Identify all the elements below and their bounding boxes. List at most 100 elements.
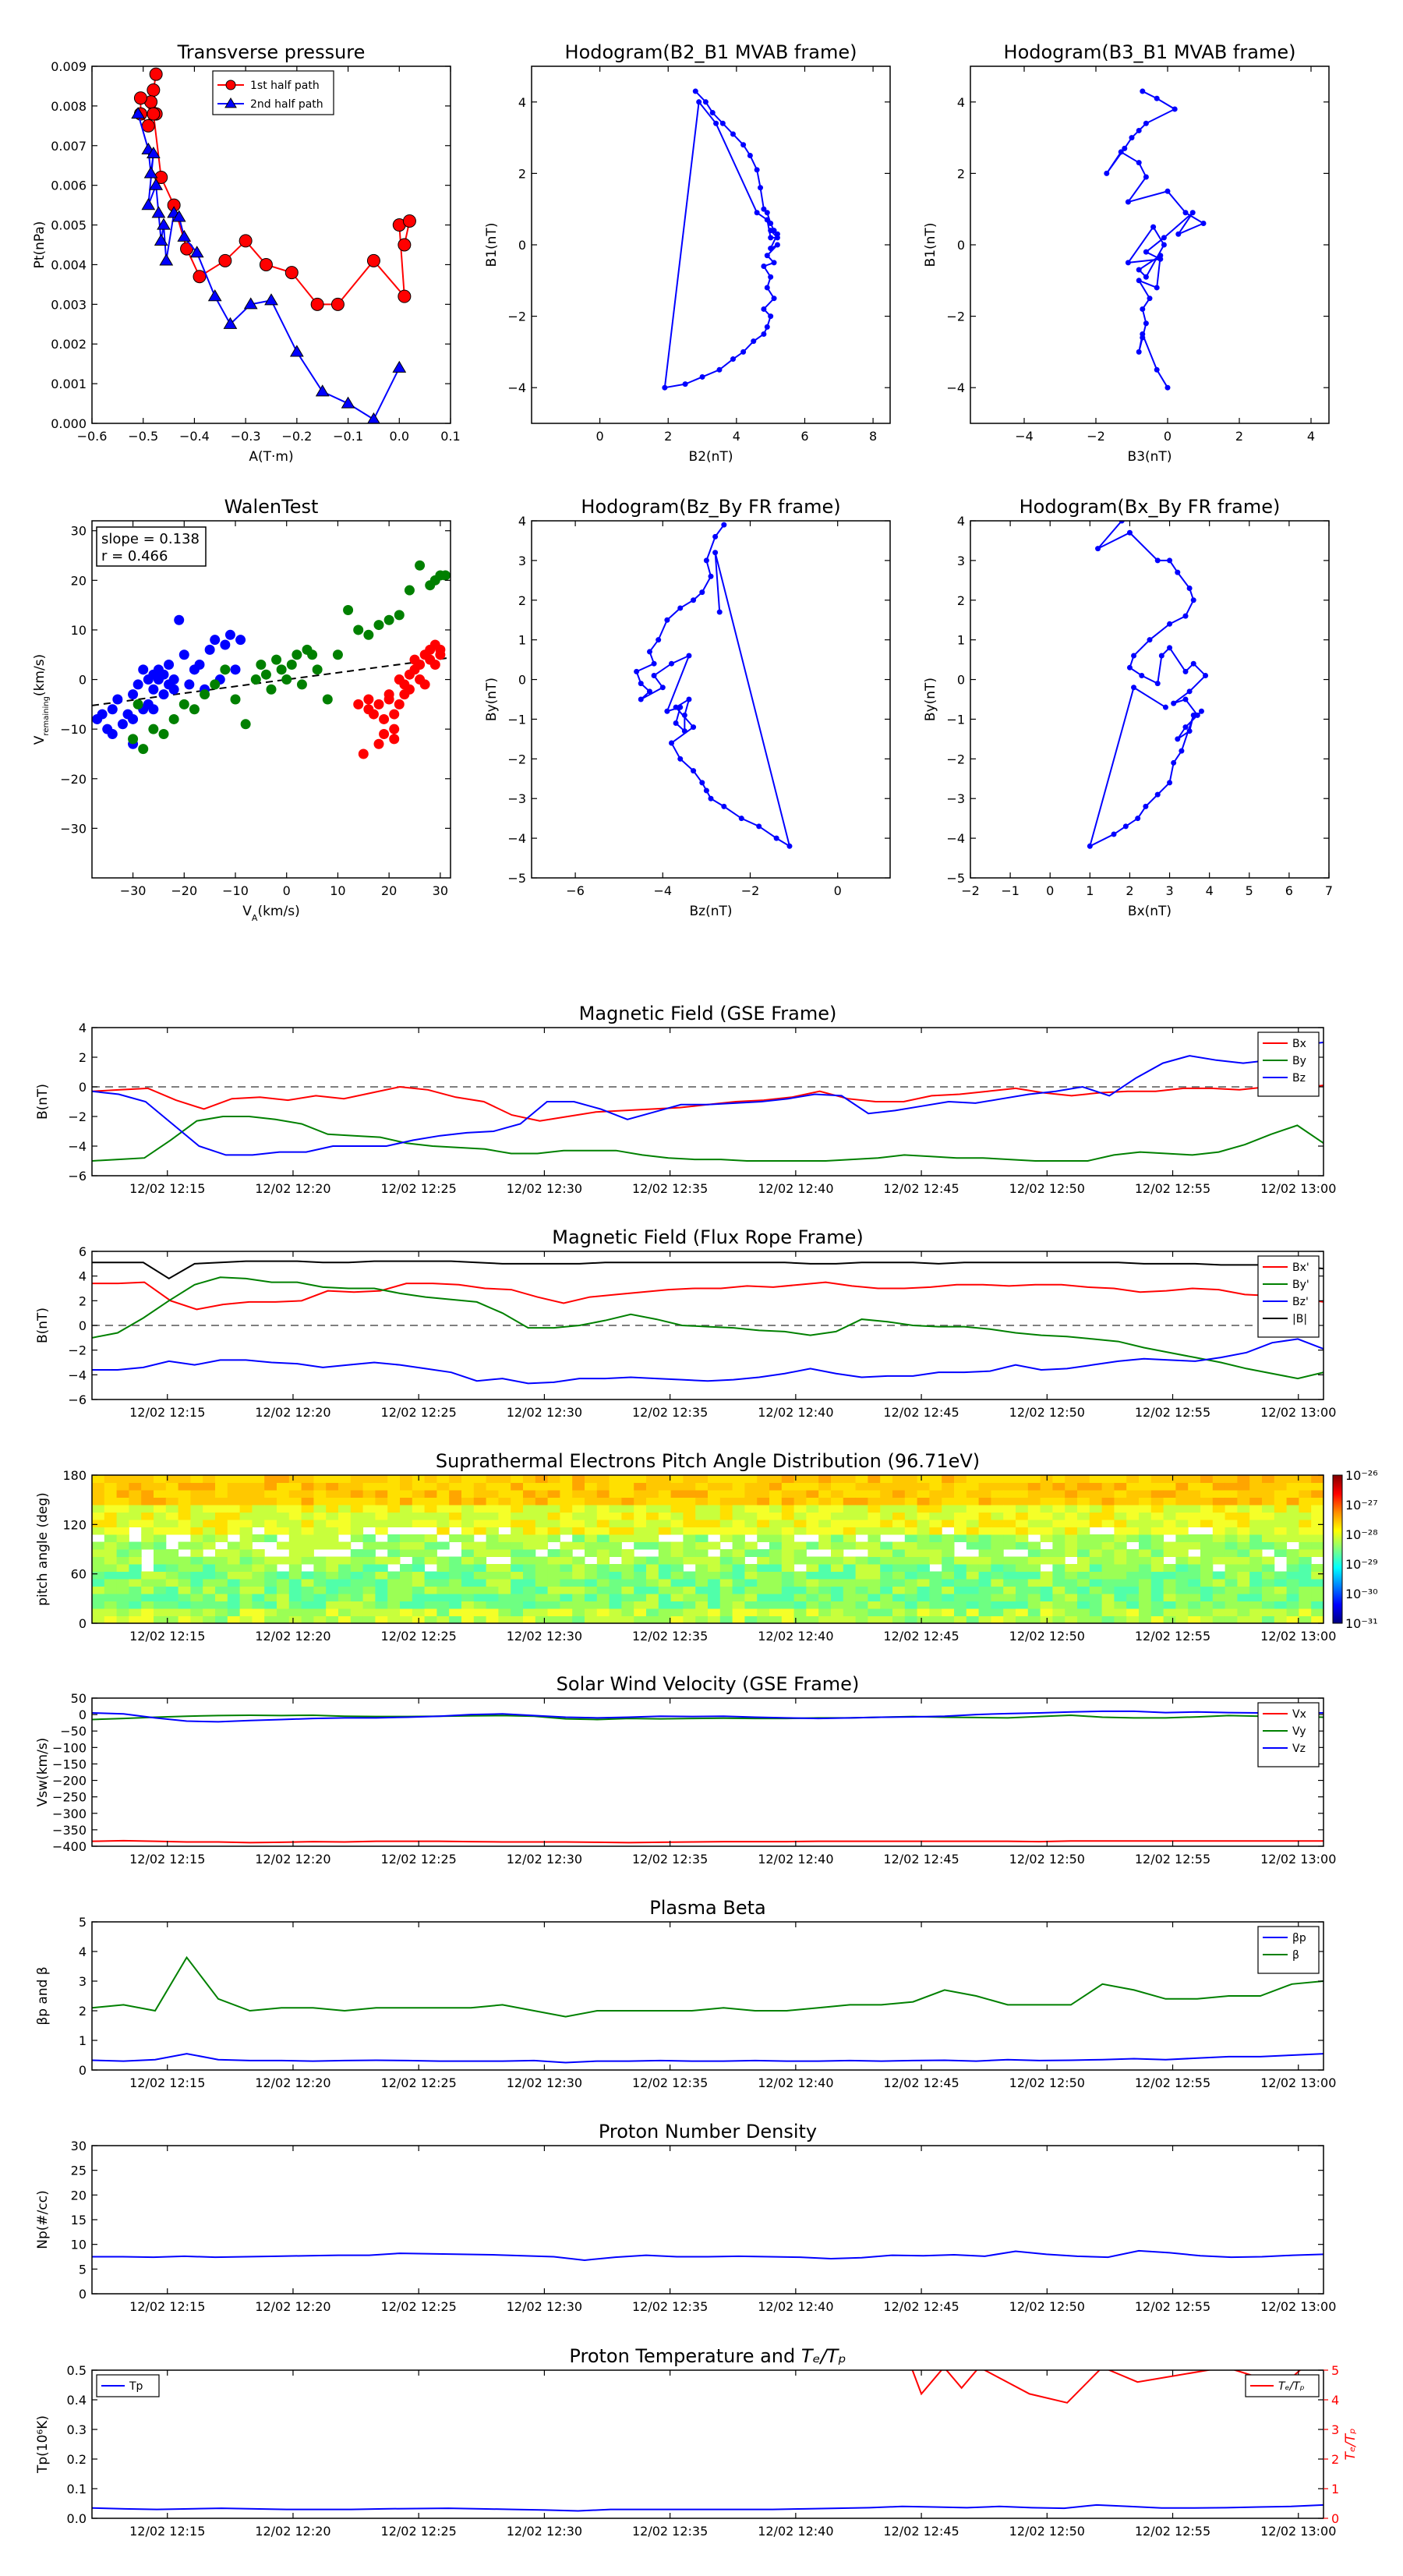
heatmap-cell xyxy=(929,1608,942,1616)
heatmap-cell xyxy=(609,1586,622,1594)
data-point xyxy=(148,704,159,715)
heatmap-cell xyxy=(288,1490,302,1498)
heatmap-cell xyxy=(1016,1608,1029,1616)
heatmap-cell xyxy=(991,1482,1004,1491)
heatmap-cell xyxy=(966,1601,980,1609)
heatmap-cell xyxy=(695,1475,709,1483)
heatmap-cell xyxy=(1311,1586,1323,1594)
heatmap-cell xyxy=(1225,1527,1238,1535)
heatmap-cell xyxy=(203,1505,216,1513)
heatmap-cell xyxy=(215,1505,228,1513)
heatmap-cell xyxy=(892,1475,906,1483)
data-point xyxy=(322,694,333,705)
heatmap-cell xyxy=(498,1601,511,1609)
data-point xyxy=(1190,660,1196,667)
heatmap-cell xyxy=(1150,1475,1164,1483)
heatmap-cell xyxy=(350,1490,364,1498)
heatmap-cell xyxy=(215,1549,228,1557)
legend-box xyxy=(1257,1926,1320,1974)
heatmap-cell xyxy=(1052,1549,1066,1557)
heatmap-cell xyxy=(1249,1520,1263,1527)
heatmap-cell xyxy=(670,1512,684,1520)
data-point xyxy=(189,704,200,715)
heatmap-cell xyxy=(991,1549,1004,1557)
heatmap-cell xyxy=(154,1549,167,1557)
heatmap-cell xyxy=(978,1564,991,1572)
heatmap-cell xyxy=(129,1512,142,1520)
heatmap-cell xyxy=(1052,1482,1066,1491)
heatmap-cell xyxy=(695,1534,709,1542)
legend-entry: Vz xyxy=(1292,1743,1306,1755)
data-point xyxy=(168,713,179,724)
heatmap-cell xyxy=(141,1571,154,1580)
data-point xyxy=(225,80,236,90)
heatmap-cell xyxy=(1175,1571,1189,1580)
heatmap-cell xyxy=(1188,1482,1201,1491)
y-tick-label: 10 xyxy=(71,2238,87,2252)
heatmap-cell xyxy=(769,1571,783,1580)
heatmap-cell xyxy=(929,1534,942,1542)
data-point xyxy=(415,560,426,571)
axes-frame xyxy=(91,1474,1324,1624)
heatmap-cell xyxy=(277,1520,290,1527)
heatmap-cell xyxy=(486,1579,499,1587)
heatmap-cell xyxy=(1150,1608,1164,1616)
heatmap-cell xyxy=(412,1520,426,1527)
heatmap-cell xyxy=(1274,1541,1288,1550)
data-point xyxy=(171,210,186,222)
y-tick-label: 0.006 xyxy=(51,179,87,193)
data-point xyxy=(1139,672,1145,678)
heatmap-cell xyxy=(793,1586,807,1594)
heatmap-cell xyxy=(264,1512,277,1520)
data-point xyxy=(286,659,297,670)
heatmap-cell xyxy=(1065,1512,1078,1520)
heatmap-cell xyxy=(1175,1541,1189,1550)
heatmap-cell xyxy=(1003,1586,1016,1594)
heatmap-cell xyxy=(1139,1534,1152,1542)
data-point xyxy=(656,637,662,643)
heatmap-cell xyxy=(658,1475,672,1483)
heatmap-cell xyxy=(301,1586,314,1594)
heatmap-cell xyxy=(1311,1615,1323,1623)
data-point xyxy=(1143,320,1149,327)
y-tick-label: 4 xyxy=(518,95,526,110)
heatmap-cell xyxy=(572,1594,585,1601)
heatmap-cell xyxy=(178,1475,191,1483)
series-line xyxy=(92,2503,1323,2512)
heatmap-cell xyxy=(585,1608,598,1616)
heatmap-cell xyxy=(362,1571,376,1580)
heatmap-cell xyxy=(129,1556,142,1565)
data-point xyxy=(691,768,697,774)
heatmap-cell xyxy=(942,1608,955,1616)
heatmap-cell xyxy=(670,1594,684,1601)
heatmap-cell xyxy=(1101,1497,1115,1506)
data-point xyxy=(764,324,770,330)
heatmap-cell xyxy=(708,1579,721,1587)
heatmap-cell xyxy=(1299,1586,1312,1594)
heatmap-cell xyxy=(978,1615,991,1623)
heatmap-cell xyxy=(744,1512,758,1520)
heatmap-cell xyxy=(978,1556,991,1565)
heatmap-cell xyxy=(436,1505,450,1513)
heatmap-cell xyxy=(744,1505,758,1513)
heatmap-cell xyxy=(596,1594,610,1601)
data-point xyxy=(708,573,714,579)
heatmap-cell xyxy=(1126,1579,1140,1587)
heatmap-cell xyxy=(942,1475,955,1483)
heatmap-cell xyxy=(1311,1601,1323,1609)
heatmap-cell xyxy=(387,1497,401,1506)
heatmap-cell xyxy=(1003,1579,1016,1587)
heatmap-cell xyxy=(104,1527,118,1535)
heatmap-cell xyxy=(326,1541,339,1550)
data-point xyxy=(204,644,215,655)
heatmap-cell xyxy=(1089,1505,1103,1513)
heatmap-cell xyxy=(978,1571,991,1580)
heatmap-cell xyxy=(929,1497,942,1506)
heatmap-cell xyxy=(523,1534,536,1542)
data-point xyxy=(133,679,143,690)
data-point xyxy=(117,719,128,730)
data-point xyxy=(677,605,684,611)
heatmap-cell xyxy=(412,1534,426,1542)
heatmap-cell xyxy=(1126,1594,1140,1601)
axes-frame xyxy=(531,520,891,879)
